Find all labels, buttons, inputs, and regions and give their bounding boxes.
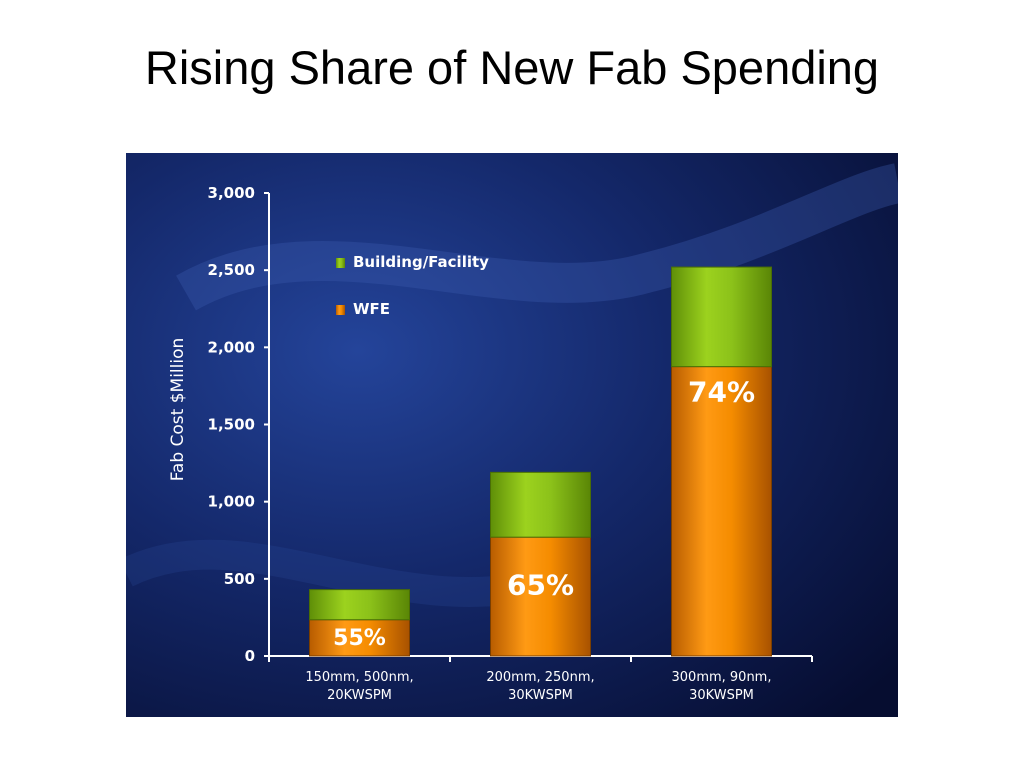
fab-cost-chart: 0 500 1,000 1,500 2,000 2,500 3,000 Fab Cost $M… — [126, 153, 898, 717]
bar-percent-label-1: 55% — [333, 626, 386, 651]
y-axis-title: Fab Cost $Million — [168, 338, 188, 482]
y-tick-label: 3,000 — [208, 184, 255, 202]
slide-title: Rising Share of New Fab Spending — [144, 41, 880, 94]
bar-percent-label-3: 74% — [688, 375, 755, 408]
y-tick-label: 1,500 — [208, 416, 255, 434]
x-category-label: 20KWSPM — [327, 688, 392, 703]
bar-percent-label-2: 65% — [507, 568, 574, 601]
bar-building-2 — [490, 471, 591, 538]
y-tick-label: 0 — [245, 647, 255, 665]
x-category-label: 30KWSPM — [689, 688, 754, 703]
bar-wfe-3 — [671, 366, 772, 657]
y-tick-label: 1,000 — [208, 493, 255, 511]
chart-panel: 0 500 1,000 1,500 2,000 2,500 3,000 Fab Cost $M… — [126, 153, 898, 717]
y-tick-label: 2,500 — [208, 261, 255, 279]
legend-swatch-1 — [336, 258, 345, 268]
bar-building-3 — [671, 266, 772, 368]
legend-label-2: WFE — [353, 300, 390, 318]
x-category-label: 30KWSPM — [508, 688, 573, 703]
x-category-label: 150mm, 500nm, — [305, 670, 413, 685]
legend-swatch-2 — [336, 305, 345, 315]
y-tick-label: 2,000 — [208, 338, 255, 356]
bar-building-1 — [309, 589, 410, 621]
background-swirl — [176, 163, 898, 311]
x-category-label: 200mm, 250nm, — [486, 670, 594, 685]
x-category-label: 300mm, 90nm, — [672, 670, 772, 685]
y-tick-label: 500 — [224, 570, 255, 588]
legend-label-1: Building/Facility — [353, 253, 489, 271]
background-swirl-2 — [126, 539, 550, 607]
